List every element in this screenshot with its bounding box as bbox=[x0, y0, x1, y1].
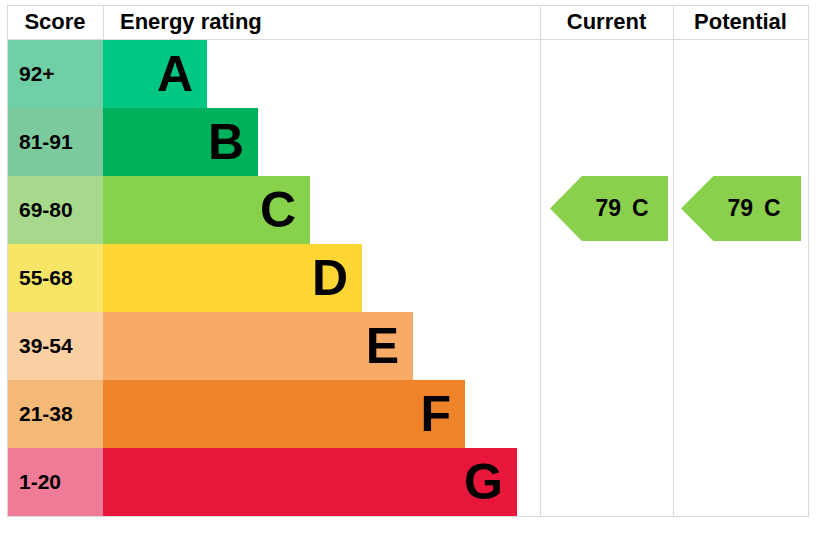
rating-bar-e: E bbox=[103, 312, 413, 380]
score-range-a: 92+ bbox=[8, 40, 103, 108]
score-range-label: 81-91 bbox=[19, 130, 73, 154]
table-border-bottom bbox=[7, 516, 809, 517]
score-range-d: 55-68 bbox=[8, 244, 103, 312]
current-rating-value: 79 bbox=[595, 195, 621, 222]
score-range-e: 39-54 bbox=[8, 312, 103, 380]
rating-letter: G bbox=[464, 448, 503, 516]
score-range-f: 21-38 bbox=[8, 380, 103, 448]
score-range-label: 92+ bbox=[19, 62, 55, 86]
potential-column-header: Potential bbox=[673, 5, 808, 39]
rating-bar-d: D bbox=[103, 244, 362, 312]
score-range-b: 81-91 bbox=[8, 108, 103, 176]
rating-letter: F bbox=[420, 380, 451, 448]
score-range-g: 1-20 bbox=[8, 448, 103, 516]
current-rating-letter: C bbox=[632, 195, 649, 222]
score-column-header: Score bbox=[7, 5, 103, 39]
rating-letter: D bbox=[312, 244, 348, 312]
current-column-header: Current bbox=[540, 5, 673, 39]
rating-bar-b: B bbox=[103, 108, 258, 176]
rating-bar-a: A bbox=[103, 40, 207, 108]
band-row-b: 81-91 B bbox=[8, 108, 808, 176]
rating-bands: 92+ A 81-91 B 69-80 C 55-68 D 39-54 E 21… bbox=[8, 40, 808, 516]
rating-letter: A bbox=[157, 40, 193, 108]
rating-bar-c: C bbox=[103, 176, 310, 244]
rating-letter: E bbox=[366, 312, 399, 380]
score-range-label: 39-54 bbox=[19, 334, 73, 358]
score-range-c: 69-80 bbox=[8, 176, 103, 244]
energy-rating-header: Energy rating bbox=[120, 5, 262, 39]
score-column-divider bbox=[103, 5, 104, 39]
score-range-label: 69-80 bbox=[19, 198, 73, 222]
score-range-label: 1-20 bbox=[19, 470, 61, 494]
band-row-e: 39-54 E bbox=[8, 312, 808, 380]
score-range-label: 55-68 bbox=[19, 266, 73, 290]
band-row-f: 21-38 F bbox=[8, 380, 808, 448]
band-row-a: 92+ A bbox=[8, 40, 808, 108]
band-row-d: 55-68 D bbox=[8, 244, 808, 312]
table-border-right bbox=[808, 5, 809, 517]
rating-bar-g: G bbox=[103, 448, 517, 516]
epc-rating-chart: Score Energy rating Current Potential 92… bbox=[0, 0, 820, 547]
rating-letter: C bbox=[260, 176, 296, 244]
band-row-g: 1-20 G bbox=[8, 448, 808, 516]
potential-rating-letter: C bbox=[764, 195, 781, 222]
score-range-label: 21-38 bbox=[19, 402, 73, 426]
potential-rating-value: 79 bbox=[727, 195, 753, 222]
rating-letter: B bbox=[208, 108, 244, 176]
rating-bar-f: F bbox=[103, 380, 465, 448]
